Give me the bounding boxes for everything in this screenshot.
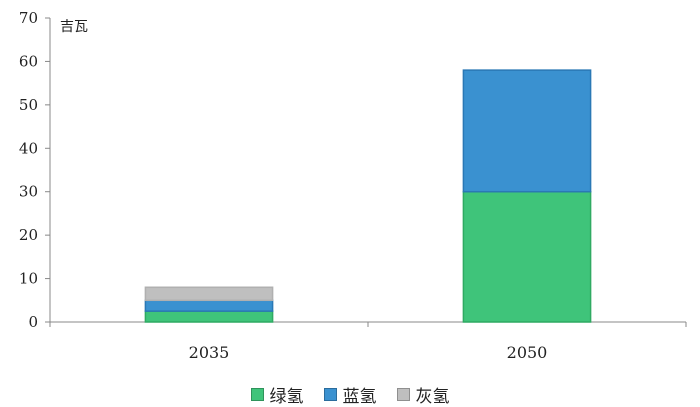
bar-segment-绿氢-2050 <box>462 190 592 323</box>
y-tick-label: 10 <box>19 270 38 288</box>
x-tick-label: 2050 <box>507 343 548 362</box>
bar-segment-蓝氢-2035 <box>144 299 274 312</box>
x-tick-label: 2035 <box>189 343 230 362</box>
y-tick-label: 40 <box>19 139 38 157</box>
bar-segment-灰氢-2035 <box>144 286 274 302</box>
y-axis-unit: 吉瓦 <box>60 19 88 35</box>
legend-item: 绿氢 <box>250 382 304 407</box>
bar-segment-绿氢-2035 <box>144 310 274 323</box>
y-tick-label: 20 <box>19 226 38 244</box>
bar-segment-蓝氢-2050 <box>462 69 592 193</box>
legend-item: 灰氢 <box>396 382 450 407</box>
legend-swatch <box>323 388 337 401</box>
bars <box>144 69 592 323</box>
y-ticks: 0 10 20 30 40 50 60 70 <box>19 9 50 331</box>
y-tick-label: 70 <box>19 9 38 27</box>
legend-label: 灰氢 <box>415 387 450 407</box>
y-tick-label: 50 <box>19 96 38 114</box>
y-tick-label: 0 <box>28 313 38 331</box>
legend-swatch <box>396 388 410 401</box>
legend-item: 蓝氢 <box>323 382 377 407</box>
legend-label: 蓝氢 <box>342 387 377 407</box>
legend-swatch <box>250 388 264 401</box>
legend-label: 绿氢 <box>269 387 304 407</box>
y-tick-label: 30 <box>19 183 38 201</box>
x-ticks: 2035 2050 <box>49 322 687 362</box>
legend: 绿氢 蓝氢 灰氢 <box>0 382 700 407</box>
y-tick-label: 60 <box>19 52 38 70</box>
